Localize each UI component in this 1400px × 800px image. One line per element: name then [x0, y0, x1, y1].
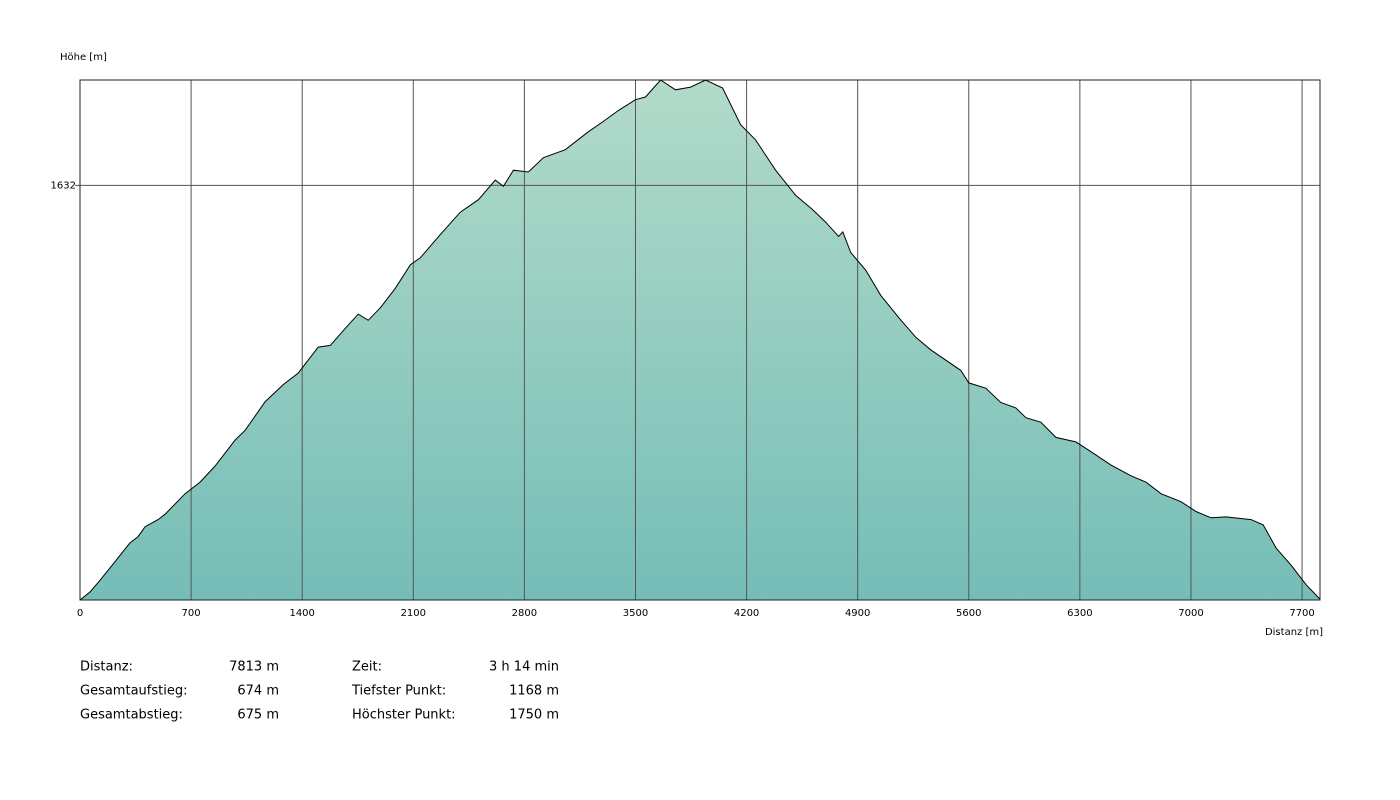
stat-label: Gesamtaufstieg: — [80, 684, 187, 699]
x-tick-label: 5600 — [956, 608, 981, 619]
stat-value: 675 m — [237, 708, 279, 723]
stat-value: 7813 m — [229, 660, 279, 675]
stat-label: Distanz: — [80, 660, 133, 675]
x-axis-label: Distanz [m] — [1265, 627, 1323, 638]
stat-value: 674 m — [237, 684, 279, 699]
stat-value: 1168 m — [509, 684, 559, 699]
x-tick-label: 4200 — [734, 608, 759, 619]
profile-line — [79, 79, 1321, 601]
stat-label: Zeit: — [352, 660, 382, 675]
stat-label: Gesamtabstieg: — [80, 708, 183, 723]
x-tick-label: 700 — [182, 608, 201, 619]
plot-border — [79, 79, 1321, 601]
stat-value: 1750 m — [509, 708, 559, 723]
x-tick-label: 6300 — [1067, 608, 1092, 619]
x-tick-label: 4900 — [845, 608, 870, 619]
x-tick-label: 2800 — [512, 608, 537, 619]
x-tick-label: 3500 — [623, 608, 648, 619]
y-tick-label: 1632 — [51, 180, 76, 191]
area-fill — [80, 80, 1320, 600]
y-axis-label: Höhe [m] — [60, 52, 107, 63]
x-tick-label: 7000 — [1178, 608, 1203, 619]
x-tick-label: 2100 — [401, 608, 426, 619]
stat-label: Höchster Punkt: — [352, 708, 456, 723]
x-tick-label: 7700 — [1289, 608, 1314, 619]
x-tick-label: 1400 — [289, 608, 314, 619]
x-tick-label: 0 — [77, 608, 83, 619]
stat-value: 3 h 14 min — [489, 660, 559, 675]
stat-label: Tiefster Punkt: — [351, 684, 446, 699]
